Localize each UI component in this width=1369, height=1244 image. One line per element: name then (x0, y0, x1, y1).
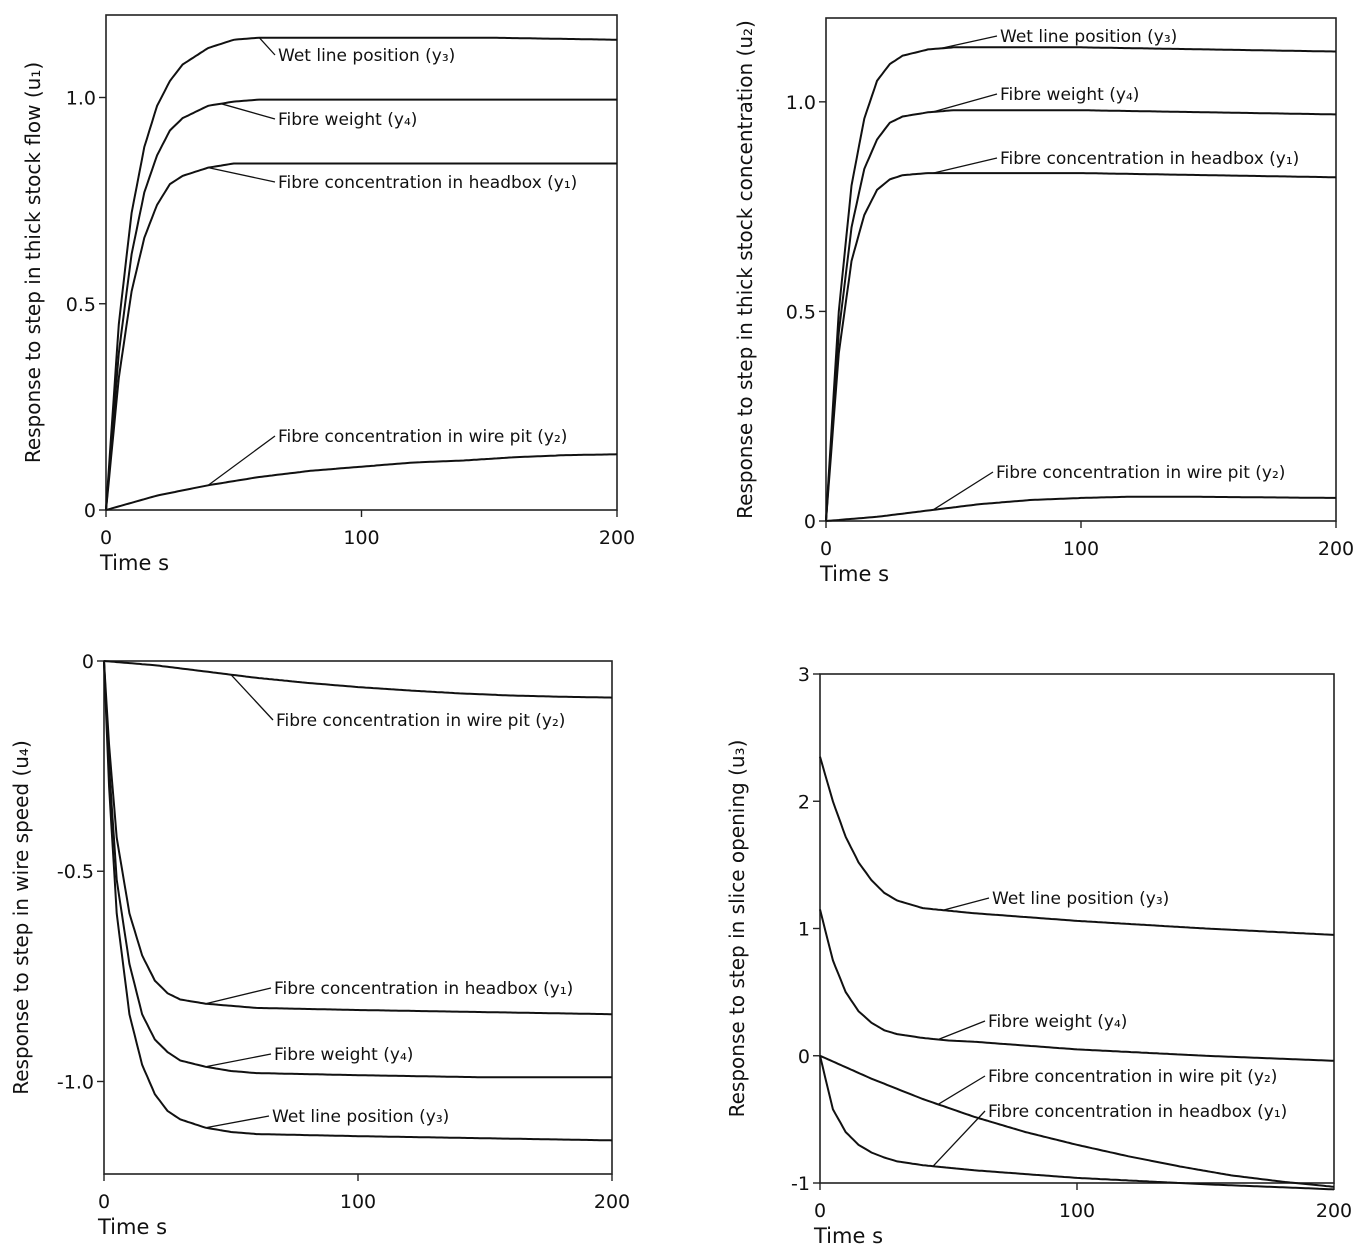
x-tick-label: 100 (1063, 538, 1099, 560)
y-tick-label: 0.5 (66, 294, 96, 316)
series-annotation: Wet line position (y₃) (272, 1107, 449, 1127)
y-axis-label: Response to step in slice opening (u₃) (725, 740, 749, 1118)
y-tick-label: 1.0 (786, 92, 816, 114)
annotation-leader (205, 1115, 270, 1129)
series-line (825, 109, 1336, 522)
y-tick-label: -1.0 (57, 1071, 94, 1093)
series-line (825, 495, 1336, 522)
y-tick-label: 1.0 (66, 88, 96, 110)
annotation-leader (220, 103, 276, 120)
x-axis-label: Time s (819, 562, 889, 586)
y-tick-label: 0 (804, 511, 816, 533)
annotation-leader (937, 1020, 986, 1041)
y-tick-label: -0.5 (57, 861, 94, 883)
chart-panel-bl: 0 -0.5 -1.0 0 100 200 Time s Response to step i… (9, 651, 630, 1239)
x-axis-label: Time s (813, 1224, 883, 1244)
annotation-leader (932, 93, 998, 113)
y-axis-label: Response to step in thick stock concentr… (733, 20, 757, 519)
chart-panel-tl: 0 0.5 1.0 0 100 200 Time s Response to step in … (21, 14, 635, 575)
series-line (105, 36, 618, 511)
y-tick-label: 0 (82, 651, 94, 673)
x-axis-label: Time s (99, 551, 169, 575)
annotation-leader (937, 1075, 986, 1105)
x-tick-label: 0 (100, 527, 112, 549)
series-line (103, 660, 612, 1016)
y-axis-label: Response to step in wire speed (u₄) (9, 740, 33, 1095)
annotation-leader (932, 1110, 986, 1167)
x-tick-label: 100 (340, 1191, 376, 1213)
chart-panel-tr: 0 0.5 1.0 0 100 200 Time s Response to step in … (733, 17, 1354, 586)
y-tick-label: 1 (798, 919, 810, 941)
annotation-leader (943, 897, 990, 911)
series-annotation: Fibre concentration in wire pit (y₂) (988, 1067, 1277, 1087)
x-axis-label: Time s (97, 1215, 167, 1239)
series-annotation: Fibre concentration in wire pit (y₂) (996, 463, 1285, 483)
y-tick-label: 0 (798, 1046, 810, 1068)
series-line (819, 1054, 1335, 1188)
series-annotation: Fibre weight (y₄) (274, 1045, 413, 1065)
annotation-leader (205, 987, 272, 1005)
series-line (105, 98, 617, 511)
series-annotation: Fibre weight (y₄) (278, 110, 417, 130)
series-annotation: Wet line position (y₃) (1000, 27, 1177, 47)
series-line (825, 172, 1337, 522)
annotation-leader (258, 37, 276, 56)
annotation-leader (205, 1053, 272, 1068)
series-line (819, 756, 1335, 936)
x-tick-label: 0 (814, 1200, 826, 1222)
series-annotation: Fibre concentration in wire pit (y₂) (278, 427, 567, 447)
annotation-leader (932, 157, 998, 174)
annotation-leader (940, 35, 998, 50)
x-tick-label: 0 (820, 538, 832, 560)
y-tick-label: 3 (798, 664, 810, 686)
y-axis-label: Response to step in thick stock flow (u₁… (21, 62, 45, 463)
series-annotation: Fibre concentration in headbox (y₁) (1000, 149, 1299, 169)
x-tick-label: 200 (594, 1191, 630, 1213)
x-tick-label: 200 (1318, 538, 1354, 560)
series-annotation: Fibre weight (y₄) (1000, 85, 1139, 105)
series-annotation: Fibre concentration in headbox (y₁) (988, 1102, 1287, 1122)
annotation-leader (208, 166, 276, 183)
series-annotation: Fibre weight (y₄) (988, 1012, 1127, 1032)
x-tick-label: 100 (1059, 1200, 1095, 1222)
series-line (103, 660, 612, 1079)
x-tick-label: 100 (343, 527, 379, 549)
series-annotation: Wet line position (y₃) (992, 889, 1169, 909)
series-line (103, 660, 613, 1142)
x-tick-label: 200 (599, 527, 635, 549)
series-line (105, 162, 617, 511)
series-line (105, 453, 618, 511)
y-tick-label: 0 (84, 500, 96, 522)
plot-frame (103, 660, 613, 1175)
annotation-leader (207, 435, 276, 486)
annotation-leader (230, 674, 274, 721)
series-line (103, 660, 613, 699)
series-line (819, 1055, 1335, 1191)
y-tick-label: 2 (798, 791, 810, 813)
annotation-leader (932, 471, 994, 511)
x-tick-label: 0 (98, 1191, 110, 1213)
y-tick-label: -1 (791, 1173, 810, 1195)
y-tick-label: 0.5 (786, 301, 816, 323)
x-tick-label: 200 (1316, 1200, 1352, 1222)
series-annotation: Fibre concentration in headbox (y₁) (278, 173, 577, 193)
series-line (825, 46, 1336, 522)
series-annotation: Fibre concentration in headbox (y₁) (274, 979, 573, 999)
series-annotation: Fibre concentration in wire pit (y₂) (276, 711, 565, 731)
series-annotation: Wet line position (y₃) (278, 46, 455, 66)
series-line (819, 909, 1335, 1062)
